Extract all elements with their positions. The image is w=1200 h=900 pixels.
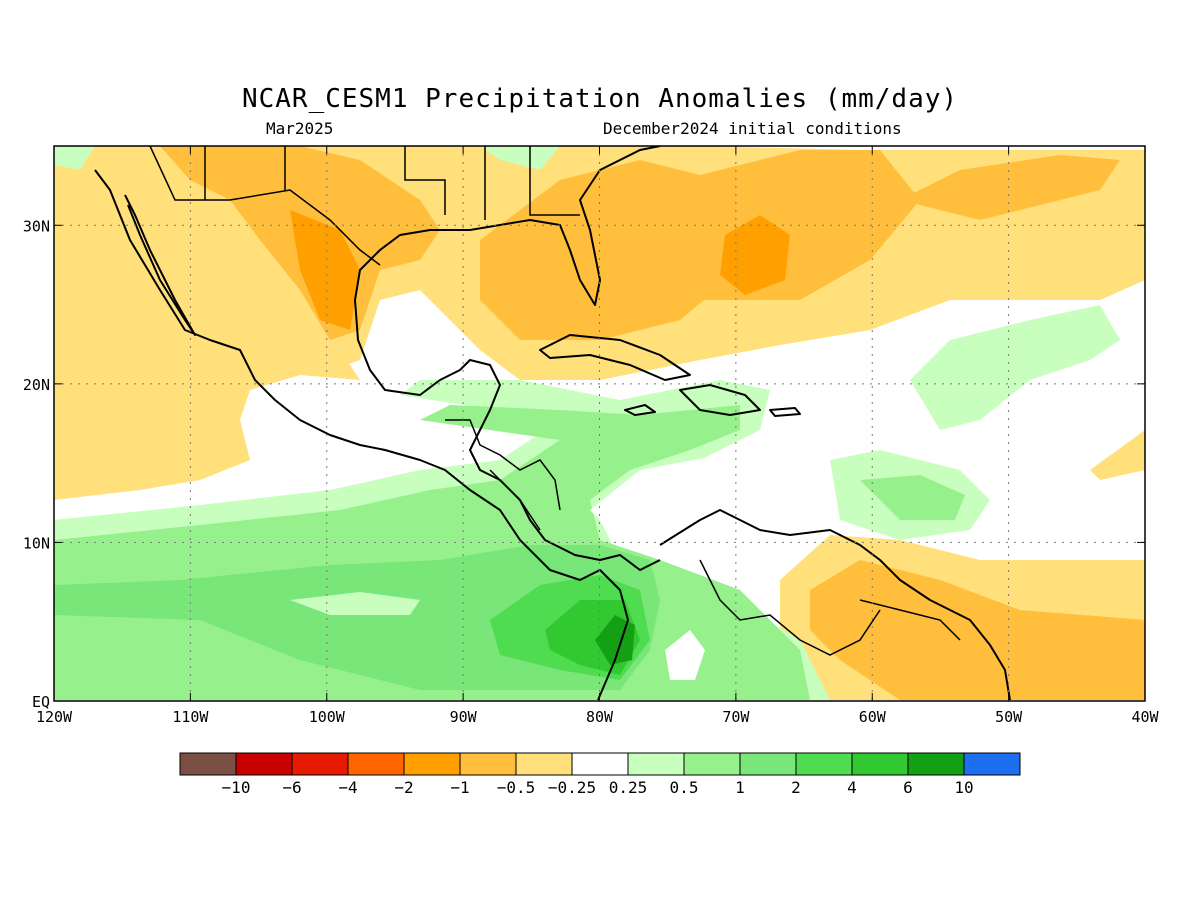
colorbar-swatch	[571, 752, 629, 776]
colorbar-swatch	[627, 752, 685, 776]
dry-region-atlantic	[640, 150, 920, 300]
colorbar-label: 6	[903, 778, 913, 797]
dry-region-north-pacific	[54, 146, 360, 500]
map-title: NCAR_CESM1 Precipitation Anomalies (mm/d…	[241, 84, 959, 114]
anomaly-field	[54, 146, 1145, 701]
colorbar-swatch	[235, 752, 293, 776]
colorbar-label: 4	[847, 778, 857, 797]
colorbar-label: −0.5	[497, 778, 536, 797]
colorbar-label: −6	[282, 778, 301, 797]
dry-region-nw-atlantic	[900, 155, 1120, 220]
colorbar-swatch	[739, 752, 797, 776]
colorbar-label: 1	[735, 778, 745, 797]
wet-patch-gulf-north	[480, 146, 560, 170]
colorbar-swatch	[683, 752, 741, 776]
colorbar-swatch	[347, 752, 405, 776]
axis-ticks: 120W 110W 100W 90W 80W 70W 60W 50W 40W EQ 10N 20N 30…	[23, 146, 1160, 726]
dry-patch-east	[1090, 430, 1145, 480]
dry-core-atlantic	[720, 215, 790, 295]
lon-tick-label: 40W	[1131, 708, 1159, 726]
lon-tick-label: 90W	[450, 708, 478, 726]
lat-tick-label: 20N	[23, 376, 50, 394]
lon-tick-label: 70W	[722, 708, 750, 726]
colorbar-label: −0.25	[548, 778, 596, 797]
lat-tick-label: EQ	[32, 693, 50, 711]
coastline-hispaniola	[679, 384, 761, 416]
colorbar-label: −10	[222, 778, 251, 797]
colorbar-swatch	[515, 752, 573, 776]
colorbar-swatch	[963, 752, 1021, 776]
dry-core-mexico	[290, 210, 360, 330]
colorbar-swatch	[795, 752, 853, 776]
colorbar-label: −4	[338, 778, 357, 797]
colorbar-swatch	[179, 752, 237, 776]
initial-conditions-label: December2024 initial conditions	[603, 119, 902, 138]
colorbar-label: −2	[394, 778, 413, 797]
forecast-month: Mar2025	[266, 119, 334, 138]
coastline-gulf-mexico	[354, 229, 661, 571]
border-us-mexico	[149, 146, 381, 266]
lon-tick-label: 100W	[309, 708, 346, 726]
wet-region-mid-atlantic	[910, 305, 1120, 430]
lat-tick-label: 10N	[23, 534, 50, 552]
borders	[149, 146, 961, 656]
colorbar-swatch	[907, 752, 965, 776]
coastline-cuba	[539, 334, 691, 381]
colorbar-label: 0.5	[670, 778, 699, 797]
lon-tick-label: 110W	[172, 708, 209, 726]
coastline-puerto-rico	[769, 407, 801, 417]
lon-tick-label: 80W	[586, 708, 614, 726]
colorbar-label: −1	[450, 778, 469, 797]
colorbar: −10 −6 −4 −2 −1 −0.5 −0.25 0.25 0.5 1 2 4 6 10	[179, 752, 1021, 797]
coastline-baja	[124, 194, 196, 336]
border-south-america	[699, 559, 961, 656]
coastline-south-america	[659, 509, 1011, 701]
colorbar-label: 10	[954, 778, 973, 797]
colorbar-swatch	[291, 752, 349, 776]
coastline-jamaica	[624, 404, 656, 416]
wet-patch-nw	[54, 146, 95, 170]
border-central-america	[445, 419, 561, 531]
colorbar-swatch	[851, 752, 909, 776]
white-patch-pacific	[290, 592, 420, 615]
colorbar-swatch	[459, 752, 517, 776]
lat-tick-label: 30N	[23, 217, 50, 235]
lon-tick-label: 60W	[859, 708, 887, 726]
graticule	[54, 146, 1145, 701]
lon-tick-label: 120W	[36, 708, 73, 726]
wet-core-lesser-antilles	[860, 475, 965, 520]
colorbar-label: 0.25	[609, 778, 648, 797]
lon-tick-label: 50W	[995, 708, 1023, 726]
white-patch-colombia	[665, 630, 705, 680]
white-patch-caribbean	[590, 445, 820, 540]
colorbar-label: 2	[791, 778, 801, 797]
colorbar-swatch	[403, 752, 461, 776]
border-us-states	[204, 146, 580, 220]
